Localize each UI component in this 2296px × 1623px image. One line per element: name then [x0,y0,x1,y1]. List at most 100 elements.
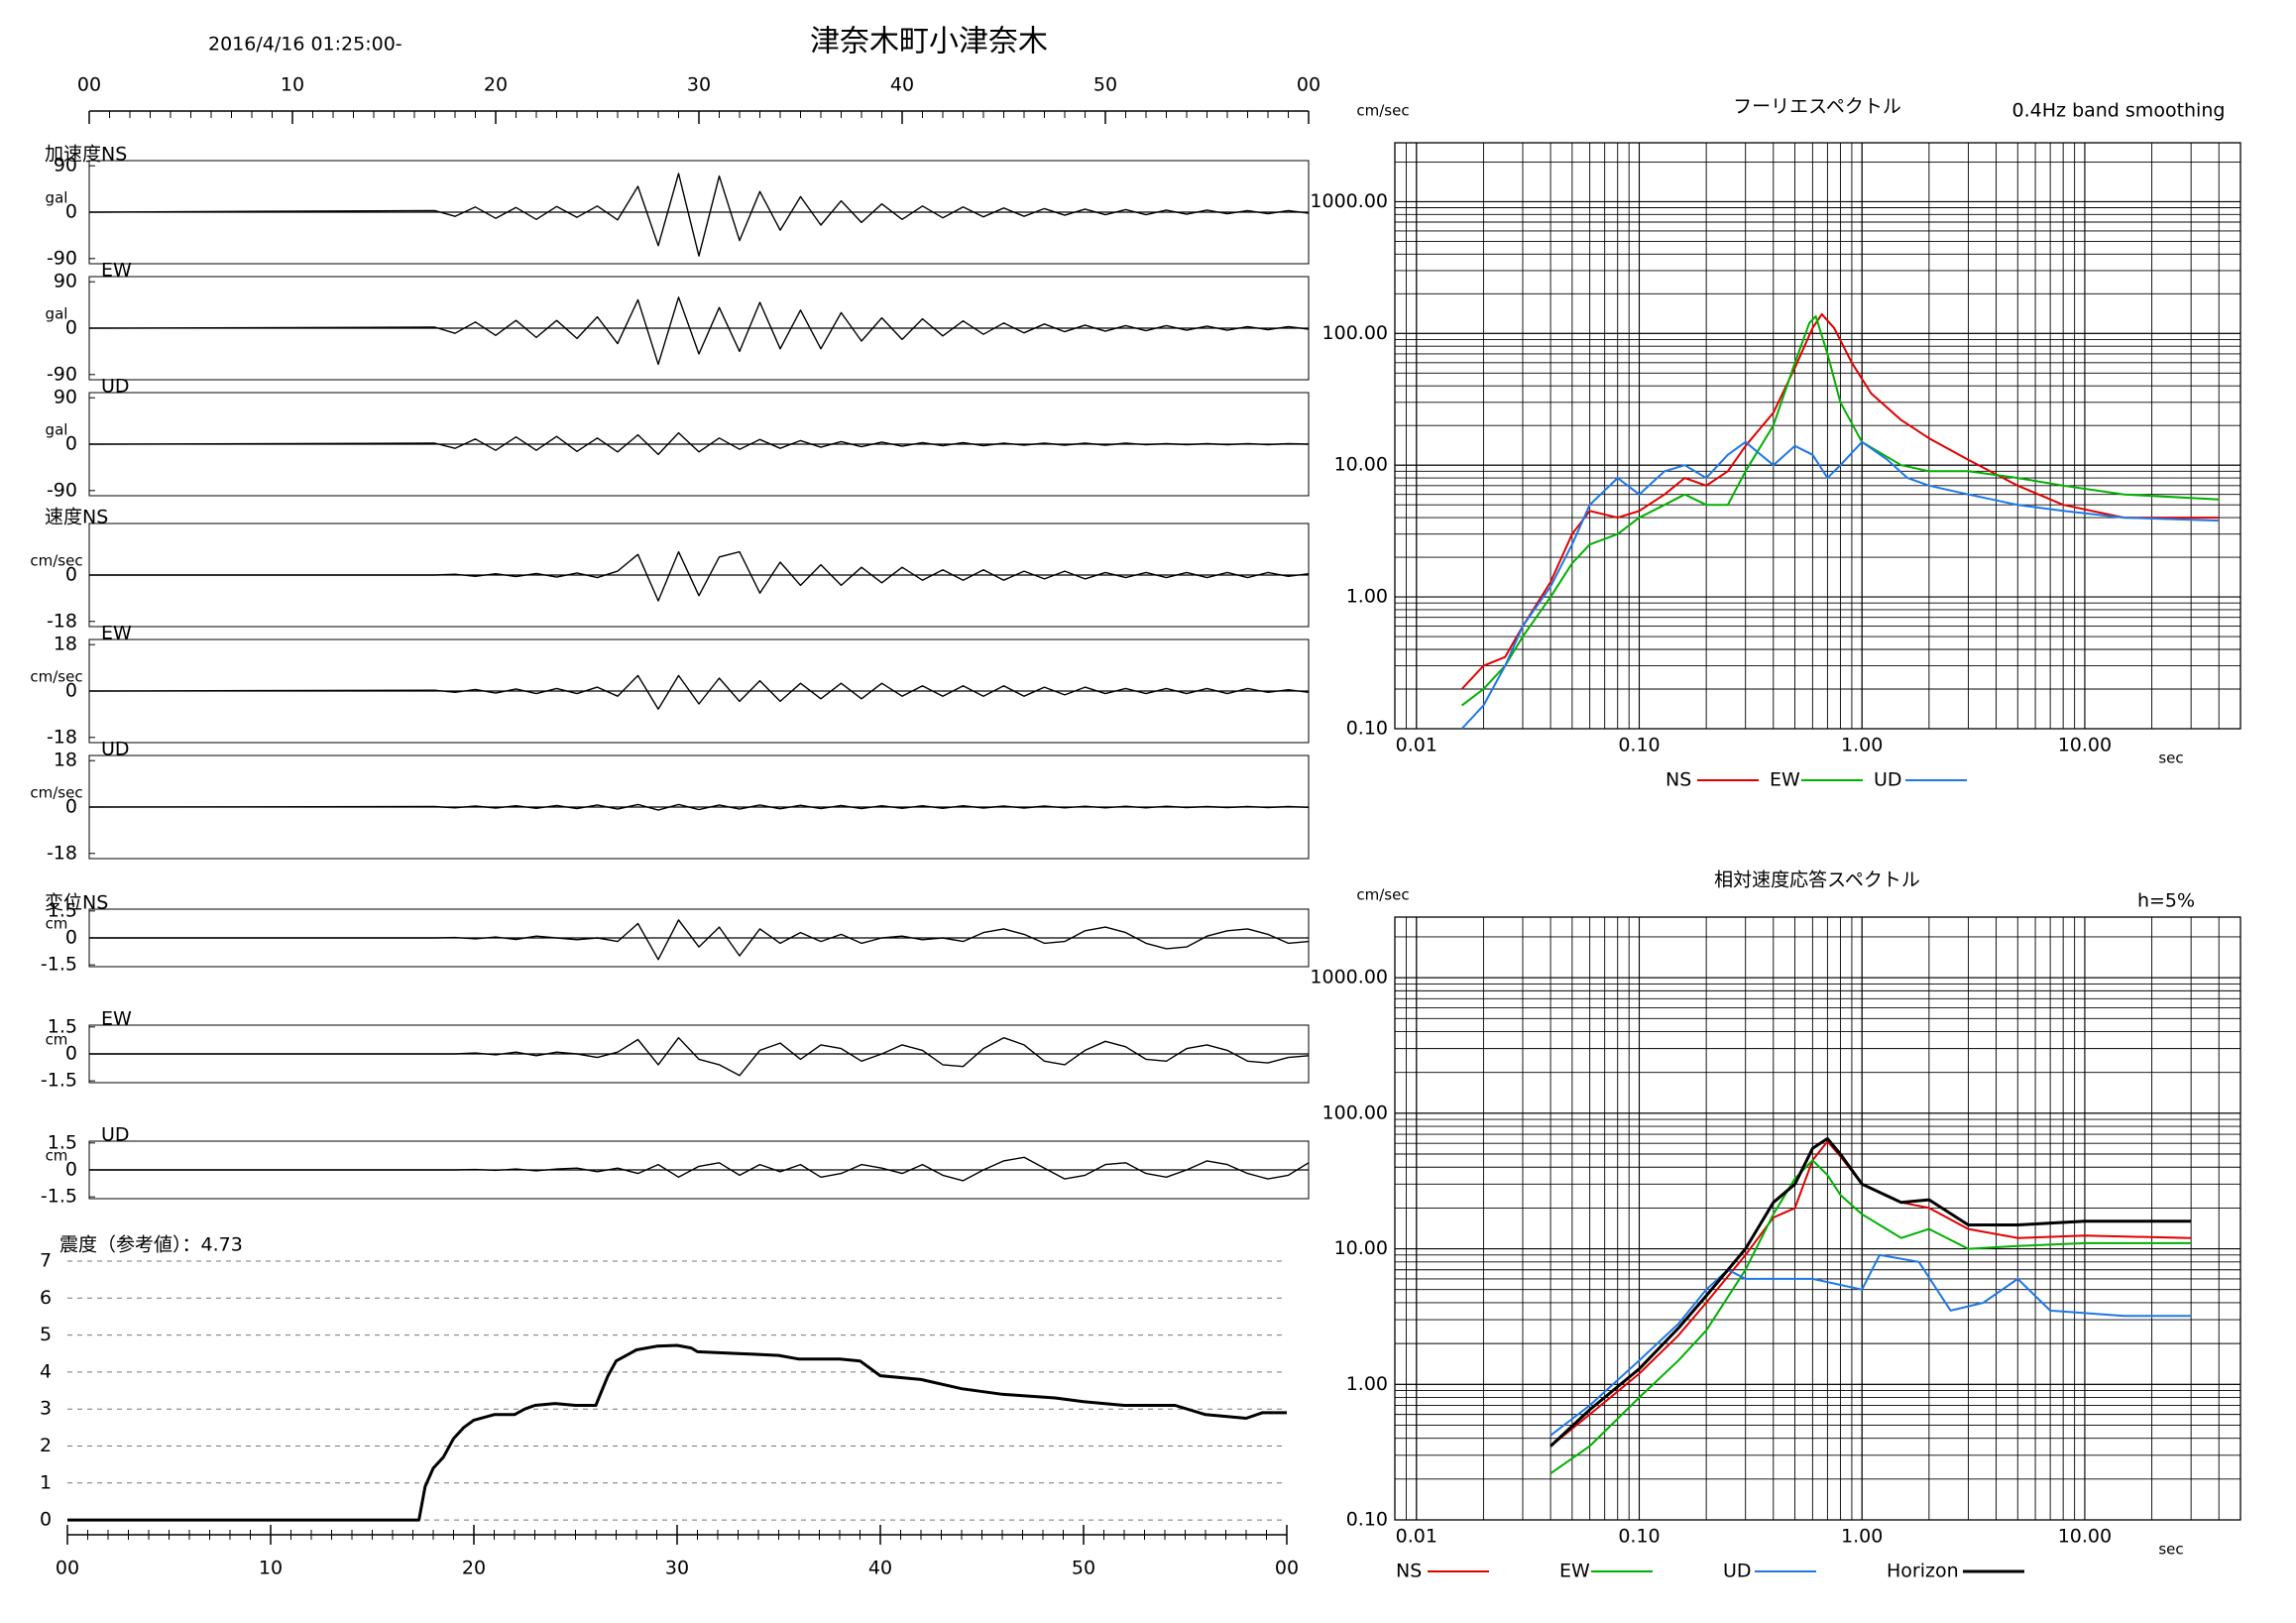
waveform [88,431,1310,456]
y-tick-label: 90 [54,155,77,176]
plot-frame [1394,142,2241,730]
y-tick-label: 1 [40,1471,52,1493]
x-tick-label: 0.01 [1396,1526,1437,1548]
spectrum-line [1550,1253,2192,1437]
y-tick-label: -18 [47,726,77,748]
y-tick-label: 0 [65,1043,77,1065]
y-tick-label: 7 [40,1250,52,1272]
trace-name: EW [101,260,132,282]
trace-name: EW [101,623,132,644]
y-tick-label: 6 [40,1287,52,1309]
x-tick-label: 50 [1093,74,1117,96]
spectrum-line [1550,1136,2192,1448]
x-tick-label: 30 [665,1558,689,1579]
spectrum-line [1460,312,2220,690]
y-tick-label: 90 [54,271,77,292]
legend-label: NS [1665,769,1691,791]
y-tick-label: -1.5 [41,1186,77,1208]
y-tick-label: 100.00 [1322,1101,1388,1123]
y-tick-label: 0 [65,680,77,702]
spectrum-line [1550,1140,2192,1448]
y-tick-label: 2 [40,1435,52,1456]
trace-unit: cm [46,915,68,933]
y-tick-label: 10.00 [1334,1237,1388,1259]
waveform [89,1037,1310,1077]
trace-name: UD [101,739,130,760]
trace-name: UD [101,376,130,398]
x-tick-label: 1.00 [1841,735,1883,756]
spectrum-line [1460,315,2220,707]
x-tick-label: 0.10 [1618,735,1660,756]
trace-name: UD [101,1124,130,1146]
x-tick-label: 10 [281,74,304,96]
y-tick-label: 0 [65,564,77,586]
trace-unit: cm [46,1031,68,1049]
trace-unit: cm/sec [30,668,82,686]
chart-title: 震度（参考値）：4.73 [59,1234,243,1256]
chart-subtitle: 0.4Hz band smoothing [2012,100,2226,122]
x-tick-label: 00 [77,74,101,96]
y-tick-label: 1.00 [1346,1373,1388,1395]
y-tick-label: 1000.00 [1310,190,1388,212]
x-axis-label: sec [2158,750,2183,767]
trace-unit: gal [46,189,68,207]
waveform [88,803,1310,811]
x-tick-label: 00 [1297,74,1320,96]
plot-frame [1394,916,2241,1521]
y-tick-label: 18 [54,634,77,655]
y-tick-label: 100.00 [1322,322,1388,344]
y-tick-label: 0 [65,201,77,223]
y-tick-label: 1.5 [48,1015,77,1037]
x-tick-label: 1.00 [1841,1526,1883,1548]
legend-label: EW [1770,769,1800,791]
y-tick-label: 1.5 [48,899,77,921]
trace-name: EW [101,1008,132,1030]
waveform [88,674,1310,710]
x-tick-label: 20 [484,74,508,96]
y-tick-label: 0 [65,796,77,818]
y-tick-label: -90 [47,479,77,501]
y-tick-label: -1.5 [41,1070,77,1092]
y-tick-label: -90 [47,247,77,269]
spectrum-line [1460,440,2220,730]
legend-label: UD [1723,1561,1752,1582]
y-tick-label: -90 [47,363,77,385]
waveform [88,173,1310,257]
y-tick-label: 0 [65,927,77,949]
legend-label: NS [1396,1561,1422,1582]
y-axis-label: cm/sec [1356,102,1409,120]
x-tick-label: 10.00 [2058,1526,2112,1548]
trace-unit: gal [46,421,68,439]
y-tick-label: 5 [40,1324,52,1345]
chart-title: 津奈木町小津奈木 [810,25,1048,59]
waveform [89,1156,1310,1182]
waveform [89,919,1310,961]
y-axis-label: cm/sec [1356,886,1409,904]
y-tick-label: -18 [47,842,77,864]
waveform [88,296,1310,366]
trace-name: 変位NS [45,892,108,914]
x-axis-label: sec [2158,1541,2183,1559]
x-tick-label: 00 [56,1558,79,1579]
y-tick-label: 10.00 [1334,454,1388,476]
x-tick-label: 50 [1072,1558,1095,1579]
x-tick-label: 0.10 [1618,1526,1660,1548]
trace-unit: cm [46,1147,68,1165]
y-tick-label: 1.00 [1346,586,1388,608]
chart-title: フーリエスペクトル [1733,96,1901,118]
x-tick-label: 40 [868,1558,892,1579]
legend-label: Horizon [1887,1561,1959,1582]
y-tick-label: 3 [40,1398,52,1420]
chart-title: 相対速度応答スペクトル [1714,869,1920,891]
y-tick-label: 0.10 [1346,718,1388,740]
chart-subtitle: h=5% [2137,890,2195,912]
x-tick-label: 10.00 [2058,735,2112,756]
y-tick-label: 4 [40,1360,52,1382]
y-tick-label: 18 [54,750,77,771]
y-tick-label: 0 [65,1159,77,1181]
waveform [89,550,1310,602]
x-tick-label: 00 [1275,1558,1299,1579]
y-tick-label: -1.5 [41,954,77,976]
